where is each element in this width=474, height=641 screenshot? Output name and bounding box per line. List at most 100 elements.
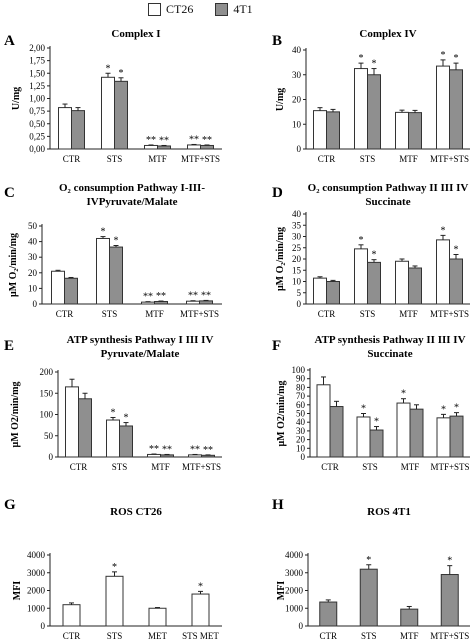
bar-f-1-1 (369, 429, 384, 458)
x-tick-label-g-0: CTR (63, 631, 81, 641)
y-tick-label-c-0: 0 (33, 299, 38, 309)
y-tick-label-f-8: 80 (296, 382, 306, 392)
x-tick-label-f-0: CTR (321, 462, 339, 472)
y-tick-label-h-1: 1000 (285, 603, 304, 613)
bar-b-1-0 (354, 68, 368, 150)
bar-b-0-1 (326, 111, 340, 150)
significance-e-1-1: * (124, 413, 129, 424)
y-tick-label-f-7: 70 (296, 391, 306, 401)
significance-e-1-0: * (111, 407, 116, 418)
panel-label-b: B (272, 33, 282, 49)
x-tick-label-h-3: MTF+STS (430, 631, 469, 641)
x-tick-label-c-3: MTF+STS (180, 309, 219, 319)
x-tick-label-e-3: MTF+STS (182, 462, 221, 472)
significance-a-3-0: ** (189, 134, 199, 145)
panel-label-g: G (4, 497, 16, 513)
chart-title-g-0: ROS CT26 (110, 506, 162, 518)
y-tick-label-f-0: 0 (301, 452, 306, 462)
y-axis-label-a: U/mg (11, 87, 22, 110)
y-axis-label-c: μM O₂/min/mg (8, 233, 19, 297)
y-tick-label-d-7: 35 (292, 220, 302, 230)
y-tick-label-e-1: 50 (44, 431, 54, 441)
y-tick-label-g-0: 0 (41, 621, 46, 631)
x-tick-label-h-1: STS (361, 631, 377, 641)
significance-e-3-0: ** (190, 444, 200, 455)
bar-f-3-1 (449, 415, 464, 458)
panel-label-a: A (4, 33, 15, 49)
y-tick-label-h-3: 3000 (285, 568, 304, 578)
significance-d-1-0: * (359, 235, 364, 246)
y-axis-label-f: μM O2/min/mg (276, 381, 287, 447)
chart-title-c-1: IVPyruvate/Malate (86, 196, 177, 208)
chart-c: C O₂ consumption Pathway I-III- IVPyruvate… (4, 182, 222, 319)
y-tick-label-a-1: 0,25 (29, 131, 45, 141)
significance-c-2-0: ** (143, 292, 153, 303)
y-tick-label-h-4: 4000 (285, 550, 304, 560)
significance-c-2-1: ** (156, 291, 166, 302)
y-tick-label-a-0: 0,00 (29, 144, 45, 154)
bar-a-0-1 (71, 110, 85, 150)
bar-h-3-0 (440, 574, 459, 627)
x-tick-label-f-1: STS (362, 462, 378, 472)
bar-b-0-0 (313, 110, 327, 150)
y-tick-label-c-3: 30 (28, 252, 38, 262)
bar-d-1-0 (354, 248, 368, 305)
y-tick-label-d-0: 0 (297, 299, 302, 309)
y-tick-label-d-1: 5 (297, 288, 302, 298)
y-tick-label-c-1: 10 (28, 283, 38, 293)
x-tick-label-g-3: STS MET (182, 631, 219, 641)
x-tick-label-h-0: CTR (319, 631, 337, 641)
chart-g: G ROS CT26 MFI 0 1000 2000 3000 4000 CTR STS * MET S… (4, 497, 222, 641)
x-tick-label-b-3: MTF+STS (430, 154, 469, 164)
x-tick-label-e-2: MTF (151, 462, 170, 472)
bar-g-2-0 (148, 607, 167, 627)
x-tick-label-b-2: MTF (399, 154, 418, 164)
y-tick-label-b-4: 40 (292, 45, 302, 55)
y-tick-label-f-3: 30 (296, 426, 306, 436)
x-tick-label-d-0: CTR (318, 309, 336, 319)
y-tick-label-f-9: 90 (296, 374, 306, 384)
bar-c-0-0 (51, 270, 65, 305)
significance-g-3-0: * (198, 581, 203, 592)
x-tick-label-f-2: MTF (401, 462, 420, 472)
chart-title-f-0: ATP synthesis Pathway II III IV (314, 334, 465, 346)
x-tick-label-d-1: STS (360, 309, 376, 319)
x-tick-label-d-3: MTF+STS (430, 309, 469, 319)
y-tick-label-c-2: 20 (28, 268, 38, 278)
y-tick-label-d-2: 10 (292, 277, 302, 287)
y-axis-label-h: MFI (276, 581, 287, 601)
legend-label-4t1: 4T1 (233, 2, 253, 16)
y-tick-label-b-3: 30 (292, 70, 302, 80)
bar-e-0-0 (65, 386, 79, 458)
bar-g-1-0 (105, 575, 124, 627)
y-tick-label-c-5: 50 (28, 221, 38, 231)
bar-h-2-0 (400, 608, 419, 627)
significance-c-3-0: ** (188, 291, 198, 302)
y-tick-label-d-5: 25 (292, 243, 302, 253)
significance-c-3-1: ** (201, 290, 211, 301)
y-tick-label-d-3: 15 (292, 265, 302, 275)
y-tick-label-a-6: 1,50 (29, 68, 45, 78)
significance-b-3-0: * (441, 50, 446, 61)
chart-title-b-0: Complex IV (359, 28, 416, 40)
chart-title-d-1: Succinate (365, 196, 410, 208)
bar-f-2-0 (396, 402, 411, 458)
x-tick-label-c-2: MTF (145, 309, 164, 319)
y-tick-label-e-0: 0 (49, 452, 54, 462)
bar-d-2-1 (408, 267, 422, 305)
panel-label-e: E (4, 338, 14, 354)
legend-swatch-ct26 (148, 3, 161, 16)
significance-e-2-0: ** (149, 444, 159, 455)
chart-h: H ROS 4T1 MFI 0 1000 2000 3000 4000 CTR STS * MTF MT… (272, 497, 470, 641)
bar-a-2-0 (144, 144, 158, 150)
chart-a: A Complex I U/mg 0,00 0,25 0,50 0,75 1,00 1,25 1,… (4, 28, 222, 164)
y-tick-label-g-1: 1000 (27, 603, 46, 613)
y-tick-label-c-4: 40 (28, 237, 38, 247)
chart-title-d-0: O₂ consumption Pathway II III IV (308, 182, 469, 194)
significance-a-1-1: * (119, 68, 124, 79)
bar-e-0-1 (78, 398, 92, 458)
chart-title-e-1: Pyruvate/Malate (101, 348, 180, 360)
y-tick-label-f-2: 20 (296, 435, 306, 445)
y-tick-label-a-2: 0,50 (29, 119, 45, 129)
